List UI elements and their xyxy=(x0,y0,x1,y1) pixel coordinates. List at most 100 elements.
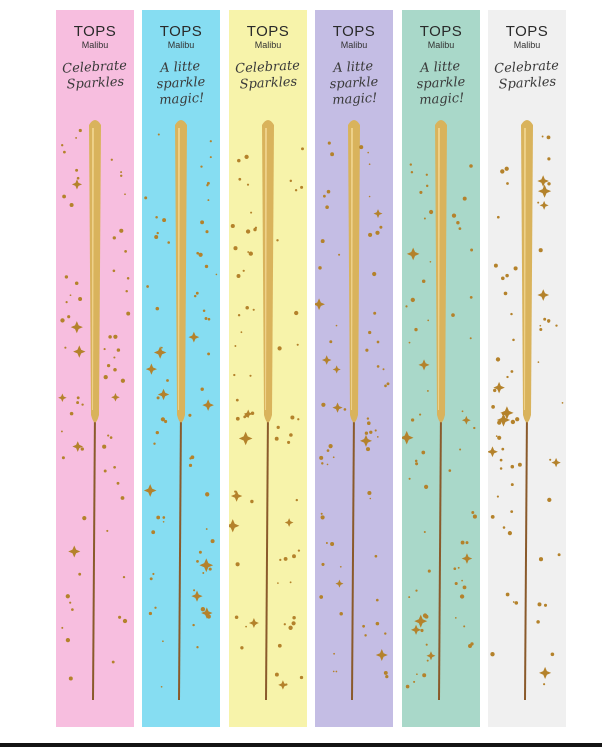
sparkle-star xyxy=(550,652,555,657)
sparkle-star xyxy=(427,569,431,573)
sparkle-star xyxy=(495,357,501,362)
sparkle-star xyxy=(330,542,335,546)
sparkle-star xyxy=(287,440,291,444)
sparkle-star xyxy=(368,232,373,237)
sparkle-star xyxy=(461,579,463,582)
sparkler-wire xyxy=(265,409,269,701)
sparkle-star xyxy=(164,419,168,424)
sparkle-star xyxy=(69,294,72,297)
sparkle-star xyxy=(541,135,544,138)
sparkle-star xyxy=(289,581,292,584)
sparkle-star xyxy=(195,291,199,295)
sparkle-star xyxy=(375,621,380,626)
sparkle-star xyxy=(368,195,371,198)
sparkle-star xyxy=(538,248,543,253)
sparkle-star xyxy=(283,623,286,626)
sparkle-star xyxy=(238,431,253,446)
sparkler-stick xyxy=(175,120,187,423)
sparkle-star xyxy=(113,356,116,359)
sparkle-star xyxy=(319,455,324,460)
sparkle-star xyxy=(332,456,335,459)
sparkle-star xyxy=(461,410,464,413)
sparkle-star xyxy=(210,539,215,544)
sparkle-star xyxy=(243,415,247,419)
sparkle-star xyxy=(410,297,415,303)
sparkle-star xyxy=(151,530,156,535)
sparkle-star xyxy=(332,365,341,374)
sparkle-star xyxy=(200,387,204,391)
sparkle-star xyxy=(510,483,514,487)
sparkle-star xyxy=(152,572,155,576)
sparkle-star xyxy=(157,388,170,401)
sparkle-star xyxy=(501,447,505,451)
sparkle-star xyxy=(365,348,369,352)
sparkle-star xyxy=(63,150,66,154)
sparkle-star xyxy=(149,577,153,581)
sparkle-star xyxy=(61,456,65,460)
sparkle-star xyxy=(118,615,122,619)
sparkler-illustration xyxy=(315,120,390,701)
sparkler-highlight xyxy=(265,128,267,410)
sparkle-star xyxy=(461,415,471,425)
sparkler-highlight xyxy=(438,128,440,410)
sparkle-star xyxy=(339,612,343,616)
sparkle-star xyxy=(374,554,378,558)
sparkle-star xyxy=(277,643,282,648)
sparkle-star xyxy=(367,421,371,426)
sparkle-star xyxy=(209,156,212,159)
sparkle-star xyxy=(196,560,199,563)
sparkle-star xyxy=(289,433,293,437)
sparkle-star xyxy=(424,484,429,489)
sparkle-star xyxy=(460,540,465,545)
sparkle-star xyxy=(321,402,326,407)
sparkle-star xyxy=(70,321,83,334)
sparkle-star xyxy=(539,324,542,327)
sparkle-star xyxy=(190,455,195,460)
brand-name: TOPS xyxy=(505,23,549,40)
sparkle-star xyxy=(332,402,343,413)
sparkle-star xyxy=(327,141,331,145)
sparkle-star xyxy=(416,673,418,676)
sparkle-star xyxy=(245,625,247,628)
sparkle-star xyxy=(122,618,128,624)
sparkler-highlight xyxy=(178,128,180,410)
sparkle-star xyxy=(426,659,429,662)
sparkle-star xyxy=(236,274,241,278)
sparkle-star xyxy=(234,345,237,347)
sparkle-star xyxy=(537,602,542,607)
sparkle-star xyxy=(406,247,420,261)
sparkle-star xyxy=(364,431,369,435)
sparkle-star xyxy=(375,648,388,661)
sparkle-star xyxy=(290,415,295,420)
sparkle-star xyxy=(373,209,383,219)
sparkle-star xyxy=(493,263,498,268)
sparkle-star xyxy=(120,378,126,383)
sparkle-star xyxy=(76,401,80,405)
sparkle-star xyxy=(69,601,72,604)
sparkle-star xyxy=(547,320,550,323)
sparkle-star xyxy=(144,196,148,200)
sparkle-star xyxy=(537,361,540,363)
sparkle-star xyxy=(497,435,502,440)
sparkle-star xyxy=(191,590,203,602)
sparkle-star xyxy=(207,317,211,321)
sparkle-star xyxy=(193,589,196,592)
sparkle-star xyxy=(423,530,426,534)
brand-name: TOPS xyxy=(159,23,203,40)
sparkle-star xyxy=(116,348,121,352)
sparkle-star xyxy=(410,170,414,174)
sparkler-wire xyxy=(92,409,96,701)
sparkle-star xyxy=(199,558,214,573)
sparkle-star xyxy=(146,285,149,288)
sparkle-star xyxy=(294,189,298,192)
brand-name: TOPS xyxy=(246,23,290,40)
sparkle-star xyxy=(279,558,282,562)
sparkle-star xyxy=(157,133,160,136)
sparkle-star xyxy=(145,363,158,375)
sparkle-star xyxy=(205,230,209,234)
sparkle-star xyxy=(459,594,465,599)
sparkle-star xyxy=(247,251,250,253)
sparkle-star xyxy=(230,223,235,229)
sparkle-star xyxy=(296,343,299,346)
sparkle-star xyxy=(111,660,115,664)
